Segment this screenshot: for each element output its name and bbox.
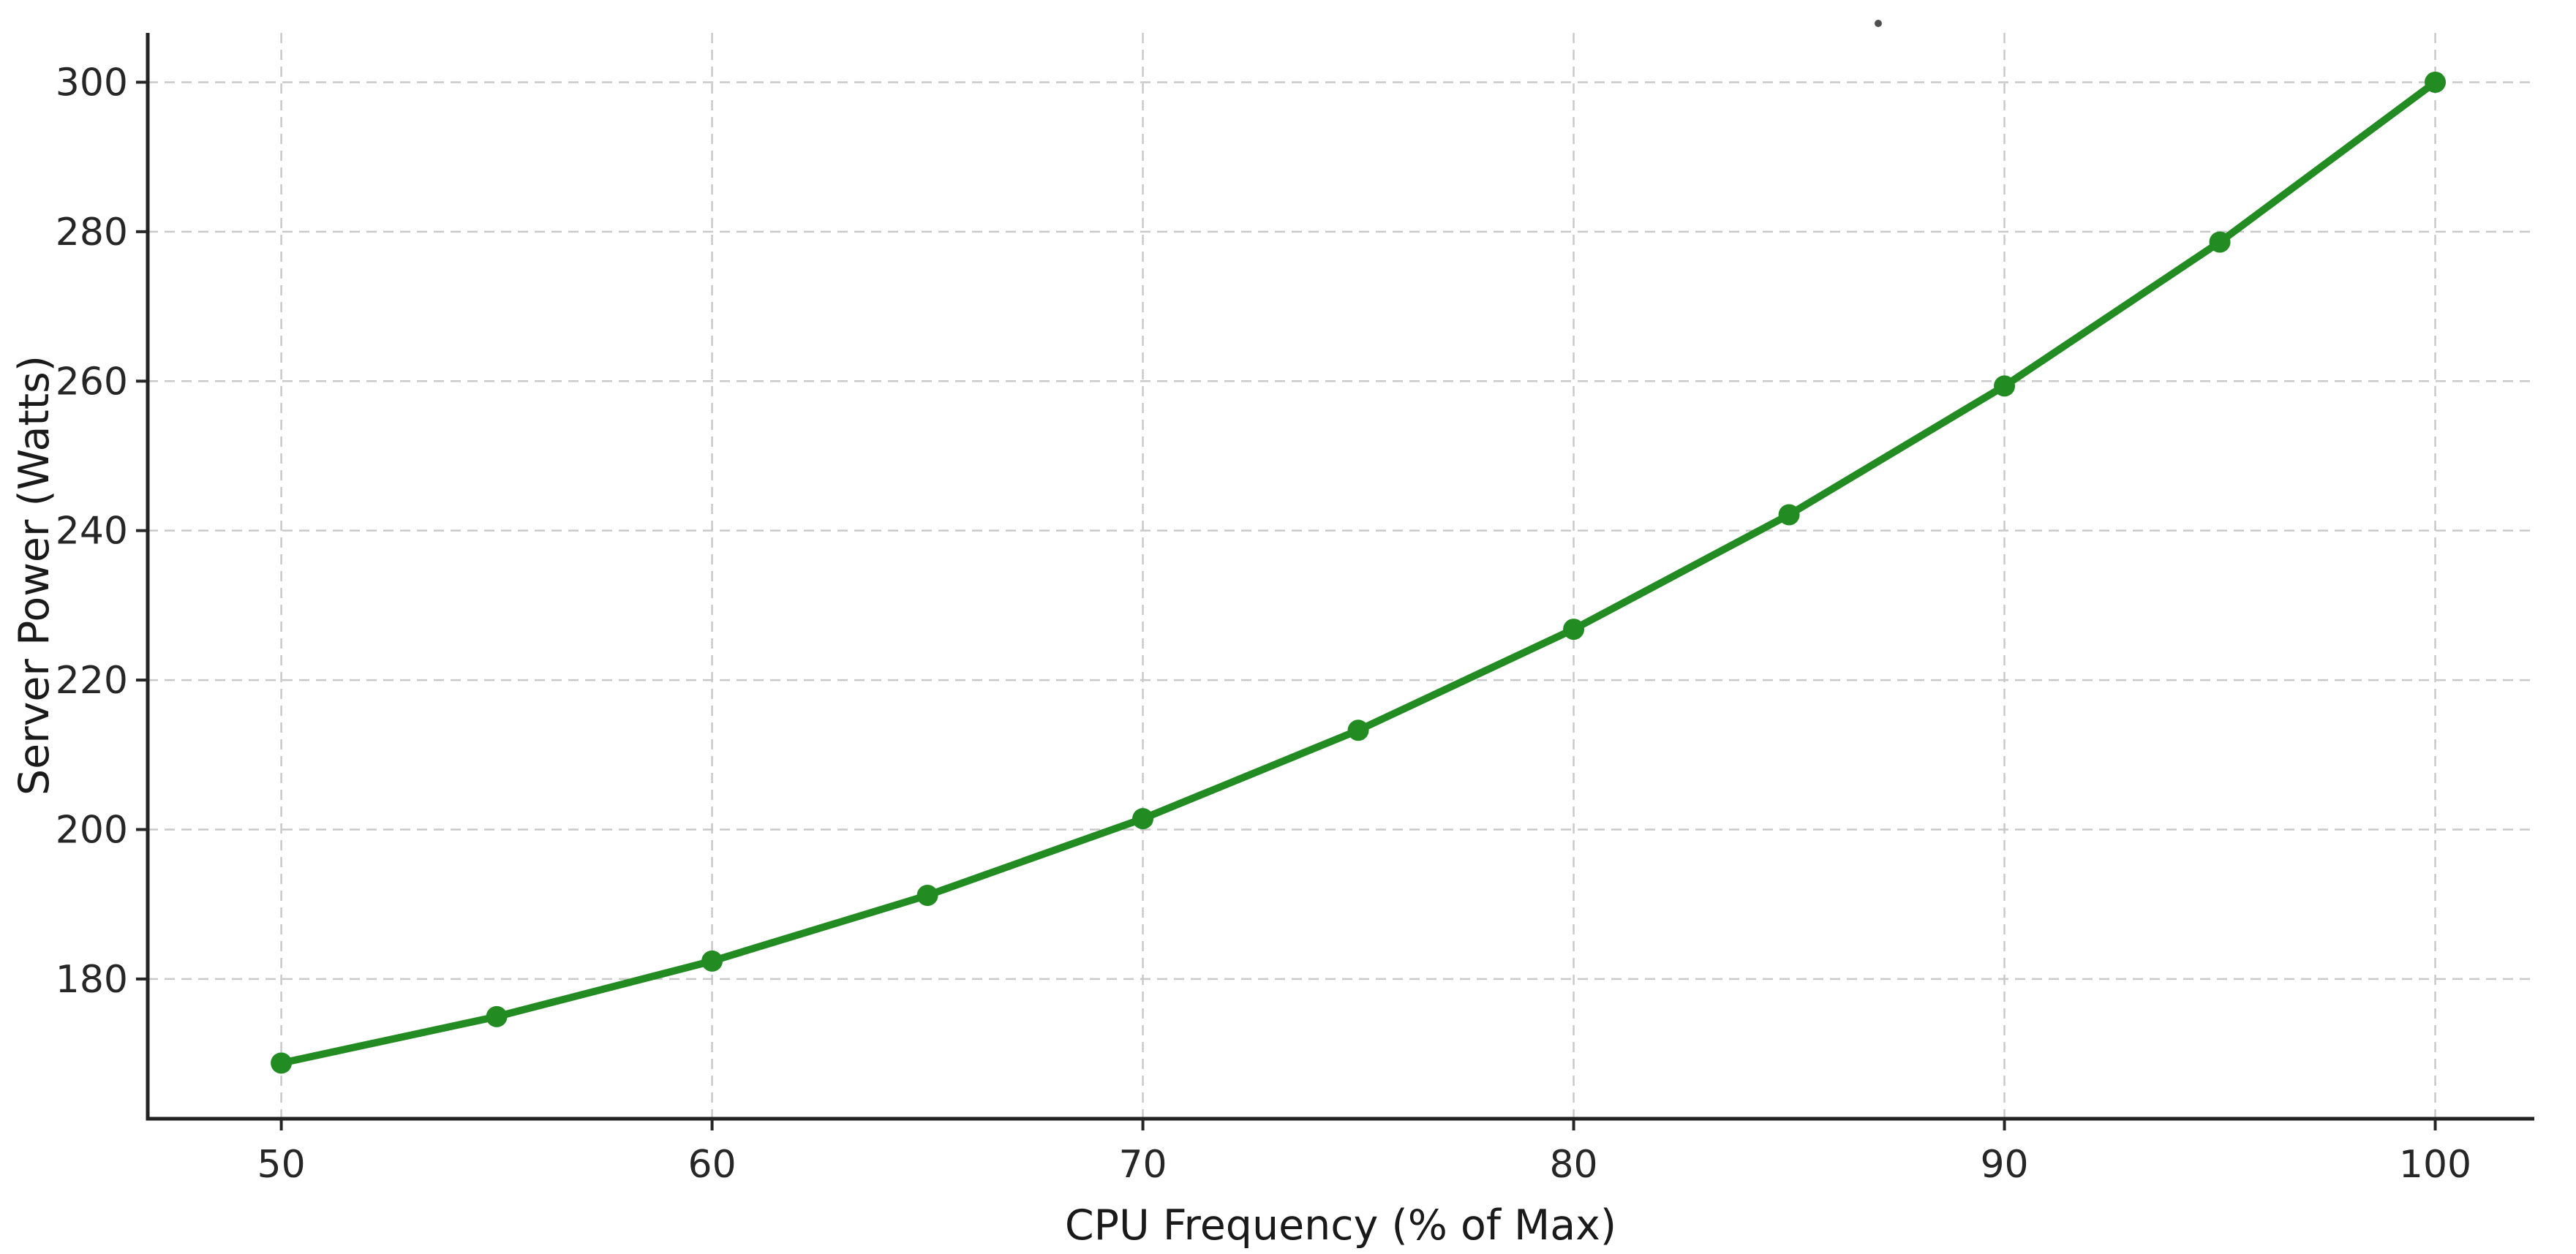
x-tick-label: 80 xyxy=(1549,1143,1597,1187)
data-point-marker xyxy=(1994,375,2016,397)
y-tick-label: 180 xyxy=(56,958,128,1002)
artifact-layer xyxy=(1875,20,1882,27)
x-tick-label: 60 xyxy=(688,1143,736,1187)
artifact-dot xyxy=(1875,20,1882,27)
data-line xyxy=(277,78,2439,1067)
y-tick-label: 280 xyxy=(56,211,128,254)
y-tick-label: 240 xyxy=(56,510,128,554)
data-point-marker xyxy=(916,885,938,907)
y-tick-label: 260 xyxy=(56,360,128,404)
data-point-marker xyxy=(1347,719,1369,741)
y-tick-label: 200 xyxy=(56,808,128,852)
data-point-marker xyxy=(2425,71,2447,93)
data-point-marker xyxy=(1132,808,1154,830)
y-tick-label: 220 xyxy=(56,659,128,703)
x-tick-label: 50 xyxy=(257,1143,306,1187)
axes-layer: 50 60 70 80 90 100 180 200 220 240 260 280 300 xyxy=(56,33,2534,1187)
grid-layer xyxy=(148,33,2534,1119)
x-tick-label: 90 xyxy=(1980,1143,2028,1187)
data-point-marker xyxy=(1563,619,1585,641)
data-point-marker xyxy=(2209,231,2231,253)
data-point-marker xyxy=(701,950,723,972)
y-tick-label: 300 xyxy=(56,61,128,105)
y-axis-label: Server Power (Watts) xyxy=(10,355,59,796)
data-point-marker xyxy=(271,1052,293,1074)
data-point-marker xyxy=(486,1005,508,1027)
x-tick-label: 100 xyxy=(2399,1143,2471,1187)
data-point-marker xyxy=(1778,504,1800,526)
x-axis-label: CPU Frequency (% of Max) xyxy=(1065,1201,1616,1250)
line-series xyxy=(271,71,2447,1074)
x-tick-label: 70 xyxy=(1118,1143,1167,1187)
